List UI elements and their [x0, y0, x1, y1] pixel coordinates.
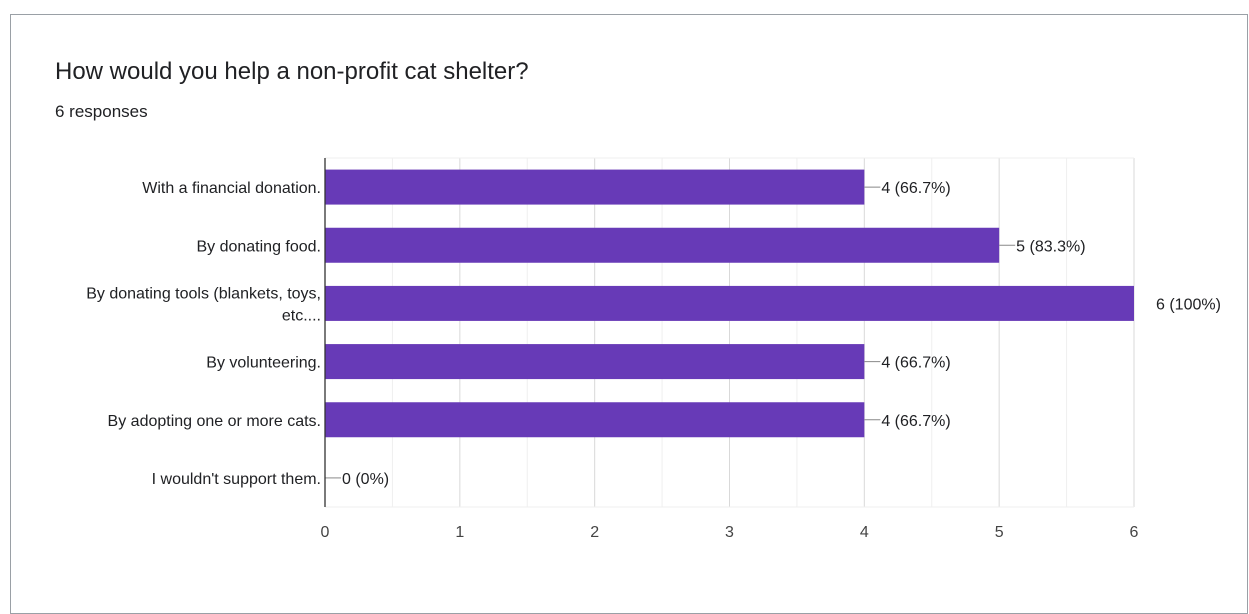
data-label: 6 (100%)	[1156, 296, 1221, 313]
question-title: How would you help a non-profit cat shel…	[55, 58, 529, 85]
x-tick-label: 2	[590, 524, 599, 541]
bar	[325, 285, 1134, 321]
category-label: By donating food.	[196, 238, 321, 255]
category-label: By donating tools (blankets, toys,	[86, 285, 321, 302]
data-label: 4 (66.7%)	[881, 413, 950, 430]
bar	[325, 402, 865, 438]
data-label: 0 (0%)	[342, 471, 389, 488]
category-label: etc....	[282, 307, 321, 324]
category-label: By volunteering.	[206, 355, 321, 372]
category-label: By adopting one or more cats.	[108, 413, 321, 430]
data-label: 5 (83.3%)	[1016, 238, 1085, 255]
data-label: 4 (66.7%)	[881, 355, 950, 372]
x-tick-label: 6	[1130, 524, 1139, 541]
category-label: With a financial donation.	[142, 180, 321, 197]
x-tick-label: 1	[455, 524, 464, 541]
bar	[325, 169, 865, 205]
bar	[325, 227, 1000, 263]
x-tick-label: 0	[321, 524, 330, 541]
response-count: 6 responses	[55, 102, 148, 121]
data-label: 4 (66.7%)	[881, 180, 950, 197]
category-label: I wouldn't support them.	[152, 471, 321, 488]
x-tick-label: 5	[995, 524, 1004, 541]
x-tick-label: 3	[725, 524, 734, 541]
bar-chart: With a financial donation. 4 (66.7%) By do…	[86, 157, 1221, 541]
x-tick-label: 4	[860, 524, 869, 541]
bar	[325, 344, 865, 380]
